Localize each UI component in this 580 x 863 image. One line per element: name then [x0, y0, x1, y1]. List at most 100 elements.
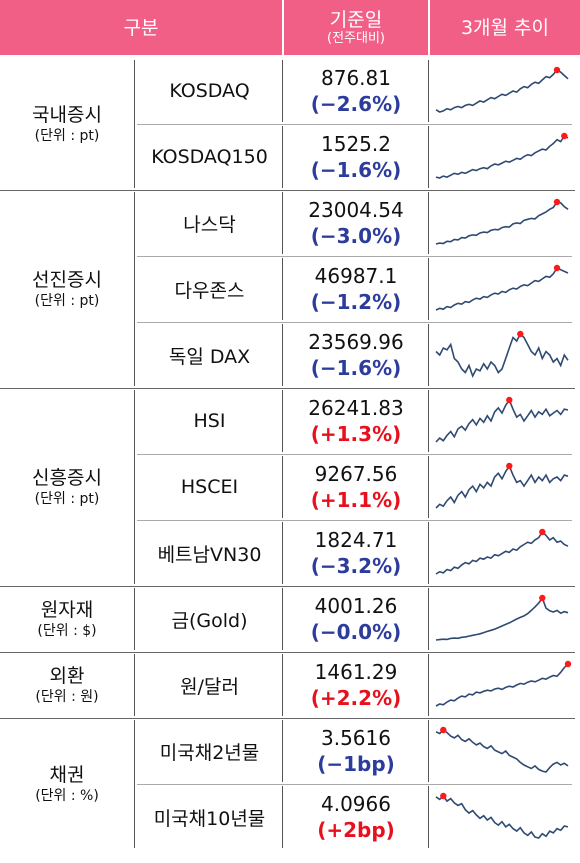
index-name-cell: 다우존스 — [174, 279, 245, 302]
weekly-change: (+2bp) — [317, 818, 395, 842]
peak-marker — [553, 198, 561, 206]
trend-sparkline — [435, 396, 569, 443]
weekly-change: (−2.6%) — [310, 92, 402, 116]
weekly-change: (−1.6%) — [310, 356, 402, 380]
category-unit: (단위 : pt) — [34, 293, 100, 309]
index-name-cell: 나스닥 — [183, 213, 236, 236]
row-divider — [137, 520, 572, 521]
trend-line — [435, 134, 569, 179]
value-cell: 1525.2 (−1.6%) — [284, 124, 428, 190]
column-divider — [134, 60, 135, 188]
category-name: 채권 — [49, 764, 85, 786]
value-cell: 1461.29 (+2.2%) — [284, 652, 428, 718]
peak-marker — [440, 726, 447, 734]
category-cell: 국내증시 (단위 : pt) — [0, 58, 134, 190]
weekly-change: (−1.2%) — [310, 290, 402, 314]
column-divider — [428, 720, 429, 782]
index-name-cell: 금(Gold) — [171, 609, 248, 632]
trend-sparkline — [435, 132, 569, 179]
category-unit: (단위 : %) — [35, 788, 99, 804]
index-name-cell: KOSDAQ — [169, 80, 250, 102]
column-divider — [134, 588, 135, 650]
peak-marker — [539, 594, 546, 602]
weekly-change: (+1.1%) — [310, 488, 402, 512]
peak-marker — [440, 792, 447, 800]
header-divider — [282, 0, 284, 55]
group-divider — [0, 190, 575, 191]
category-unit: (단위 : $) — [37, 623, 97, 639]
index-value: 876.81 — [321, 66, 391, 90]
trend-sparkline — [435, 594, 569, 641]
trend-line — [435, 794, 569, 839]
peak-marker — [517, 330, 524, 338]
category-cell: 외환 (단위 : 원) — [0, 652, 134, 718]
trend-line — [435, 464, 569, 509]
index-value: 26241.83 — [308, 396, 404, 420]
column-divider — [428, 456, 429, 518]
trend-sparkline — [435, 792, 569, 839]
peak-marker — [506, 396, 513, 404]
trend-line — [435, 728, 569, 773]
trend-sparkline — [435, 66, 569, 113]
trend-line — [435, 398, 569, 443]
header-category: 구분 — [0, 0, 282, 55]
index-value: 4.0966 — [321, 792, 391, 816]
index-value: 23569.96 — [308, 330, 404, 354]
index-name-cell: HSCEI — [180, 476, 239, 498]
column-divider — [282, 324, 283, 386]
column-divider — [428, 588, 429, 650]
header-divider — [428, 0, 430, 55]
column-divider — [282, 390, 283, 452]
index-value: 1461.29 — [314, 660, 398, 684]
trend-sparkline — [435, 264, 569, 311]
category-cell: 선진증시 (단위 : pt) — [0, 190, 134, 388]
value-cell: 23004.54 (−3.0%) — [284, 190, 428, 256]
index-value: 23004.54 — [308, 198, 404, 222]
weekly-change: (−1.6%) — [310, 158, 402, 182]
index-name-cell: 미국채2년물 — [159, 741, 260, 764]
weekly-change: (−1bp) — [317, 752, 395, 776]
category-cell: 채권 (단위 : %) — [0, 718, 134, 850]
index-name-cell: 베트남VN30 — [157, 543, 262, 566]
column-divider — [428, 126, 429, 188]
category-unit: (단위 : pt) — [34, 128, 100, 144]
value-cell: 876.81 (−2.6%) — [284, 58, 428, 124]
column-divider — [428, 654, 429, 716]
trend-sparkline — [435, 528, 569, 575]
row-divider — [137, 454, 572, 455]
header-trend: 3개월 추이 — [430, 0, 580, 55]
weekly-change: (+2.2%) — [310, 686, 402, 710]
index-name-cell: 미국채10년물 — [153, 807, 266, 830]
index-value: 4001.26 — [314, 594, 398, 618]
column-divider — [428, 258, 429, 320]
trend-line — [435, 201, 569, 245]
index-name-cell: HSI — [193, 410, 226, 432]
row-divider — [137, 784, 572, 785]
index-value: 3.5616 — [321, 726, 391, 750]
value-cell: 4.0966 (+2bp) — [284, 784, 428, 850]
index-value: 9267.56 — [314, 462, 398, 486]
trend-sparkline — [435, 462, 569, 509]
value-cell: 4001.26 (−0.0%) — [284, 586, 428, 652]
column-divider — [134, 390, 135, 584]
category-name: 원자재 — [40, 599, 94, 621]
value-cell: 23569.96 (−1.6%) — [284, 322, 428, 388]
index-name-cell: 독일 DAX — [168, 345, 251, 368]
column-divider — [428, 60, 429, 122]
column-divider — [282, 786, 283, 848]
column-divider — [134, 720, 135, 848]
header-category-label: 구분 — [123, 16, 159, 39]
category-cell: 신흥증시 (단위 : pt) — [0, 388, 134, 586]
weekly-change: (+1.3%) — [310, 422, 402, 446]
group-divider — [0, 586, 575, 587]
index-value: 1525.2 — [321, 132, 391, 156]
header-value: 기준일 (전주대비) — [284, 0, 428, 55]
column-divider — [282, 654, 283, 716]
category-unit: (단위 : pt) — [34, 491, 100, 507]
peak-marker — [564, 660, 572, 668]
header-value-sublabel: (전주대비) — [327, 30, 385, 46]
trend-line — [435, 530, 569, 575]
peak-marker — [506, 462, 513, 470]
category-name: 신흥증시 — [32, 467, 102, 489]
